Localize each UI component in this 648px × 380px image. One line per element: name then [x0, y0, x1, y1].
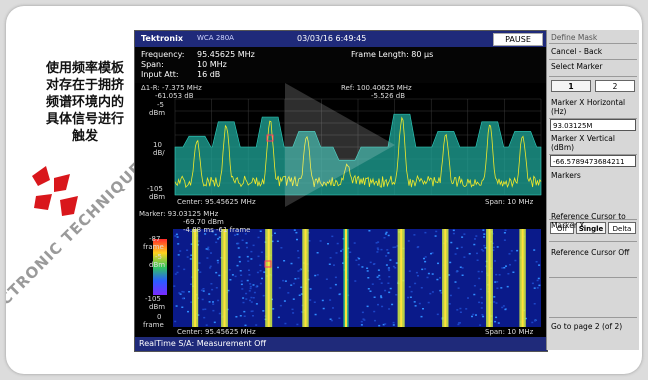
datetime-label: 03/03/16 6:49:45 [297, 34, 367, 43]
spgm-y-top-unit: frame [143, 243, 164, 251]
spgm-y-top: -87 [149, 235, 161, 243]
y-axis-bottom-unit: dBm [149, 193, 166, 201]
select-marker-label: Select Marker [549, 61, 637, 77]
frequency-value: 95.45625 MHz [197, 50, 255, 59]
status-bar: RealTime S/A: Measurement Off [135, 337, 547, 351]
y-axis-top-unit: dBm [149, 109, 166, 117]
marker-2-button[interactable]: 2 [595, 80, 635, 92]
title-bar: Tektronix WCA 280A 03/03/16 6:49:45 PAUS… [135, 31, 547, 47]
frequency-label: Frequency: [141, 50, 185, 59]
spgm-y-top2: -5 [155, 253, 162, 261]
markers-off-button[interactable]: Off [550, 222, 574, 234]
spgm-y-top2-unit: dBm [149, 261, 166, 269]
spgm-y-bot2: 0 [157, 313, 162, 321]
frequency-mask [174, 113, 542, 196]
define-mask-title: Define Mask [549, 32, 637, 44]
caption-line-2: 对存在于拥挤 [45, 78, 124, 93]
spectrum-trace [174, 116, 542, 189]
softkey-panel: Define Mask Cancel - Back Select Marker … [546, 30, 639, 350]
markers-delta-button[interactable]: Delta [608, 222, 636, 234]
analyzer-screen: Tektronix WCA 280A 03/03/16 6:49:45 PAUS… [134, 30, 548, 352]
spectrogram-marker [264, 260, 272, 268]
red-stamp-icon [32, 166, 78, 216]
caption-text: 使用频率模板 对存在于拥挤 频谱环境内的 具体信号进行 触发 [30, 60, 140, 145]
ref-level: -5.526 dB [371, 92, 406, 100]
measurement-info: Frequency: 95.45625 MHz Span: 10 MHz Inp… [135, 47, 547, 83]
spgm-y-bot: -105 [145, 295, 161, 303]
center-frequency: Center: 95.45625 MHz [177, 198, 256, 206]
frame-length-label: Frame Length: 80 µs [351, 50, 434, 59]
spectrogram-signals [192, 229, 526, 327]
markers-single-button[interactable]: Single [576, 222, 606, 234]
reference-cursor-to-marker-button[interactable]: Reference Cursor to Marker X [549, 208, 637, 242]
markers-label: Markers [549, 170, 637, 220]
spectrogram-background [173, 229, 541, 327]
ref-readout: Ref: 100.40625 MHz [341, 84, 412, 92]
y-axis-mid: 10 [153, 141, 162, 149]
model-label: WCA 280A [197, 34, 234, 42]
markers-mode-group: Off Single Delta [550, 222, 636, 234]
input-att-value: 16 dB [197, 70, 221, 79]
pause-button[interactable]: PAUSE [493, 33, 543, 46]
spectrum-graph [174, 83, 542, 207]
spectrum-display[interactable]: Δ1-R: -7.375 MHz -61.053 dB Ref: 100.406… [135, 83, 547, 207]
y-axis-mid-unit: dB/ [153, 149, 165, 157]
y-axis-top: -5 [157, 101, 164, 109]
spgm-marker-readout: Marker: 93.03125 MHz [139, 210, 219, 218]
spgm-span-frequency: Span: 10 MHz [485, 328, 534, 336]
empty-softkey [549, 280, 637, 318]
color-scale-legend [153, 239, 167, 295]
marker-1-button[interactable]: 1 [551, 80, 591, 92]
span-frequency: Span: 10 MHz [485, 198, 534, 206]
spectrogram-graph [153, 229, 541, 327]
marker-x-cursor [266, 134, 274, 142]
cancel-back-button[interactable]: Cancel - Back [549, 46, 637, 60]
spgm-marker-time: -4.88 ms -61 frame [183, 226, 251, 234]
caption-line-5: 触发 [71, 129, 98, 144]
marker-x-vertical-label: Marker X Vertical (dBm) [549, 133, 637, 155]
delta-readout: Δ1-R: -7.375 MHz [141, 84, 202, 92]
play-overlay-icon [285, 83, 395, 207]
spectrogram-display[interactable]: Marker: 93.03125 MHz -69.70 dBm -4.88 ms… [135, 209, 547, 337]
spgm-y-bot2-unit: frame [143, 321, 164, 329]
y-axis-bottom: -105 [147, 185, 163, 193]
marker-x-vertical-input[interactable]: -66.5789473684211 [550, 155, 636, 167]
brand-logo: Tektronix [141, 34, 184, 43]
delta-level: -61.053 dB [155, 92, 194, 100]
spgm-center-frequency: Center: 95.45625 MHz [177, 328, 256, 336]
span-label: Span: [141, 60, 164, 69]
spgm-marker-level: -69.70 dBm [183, 218, 224, 226]
caption-line-1: 使用频率模板 [45, 61, 124, 76]
marker-x-horizontal-label: Marker X Horizontal (Hz) [549, 97, 637, 119]
span-value: 10 MHz [197, 60, 227, 69]
spgm-y-bot-unit: dBm [149, 303, 166, 311]
caption-line-3: 频谱环境内的 [45, 95, 124, 110]
marker-x-horizontal-input[interactable]: 93.03125M [550, 119, 636, 131]
select-marker-group: 1 2 [549, 80, 637, 94]
reference-cursor-off-button[interactable]: Reference Cursor Off [549, 244, 637, 278]
caption-line-4: 具体信号进行 [45, 112, 124, 127]
go-to-page-2-button[interactable]: Go to page 2 (of 2) [551, 322, 623, 331]
input-att-label: Input Att: [141, 70, 179, 79]
